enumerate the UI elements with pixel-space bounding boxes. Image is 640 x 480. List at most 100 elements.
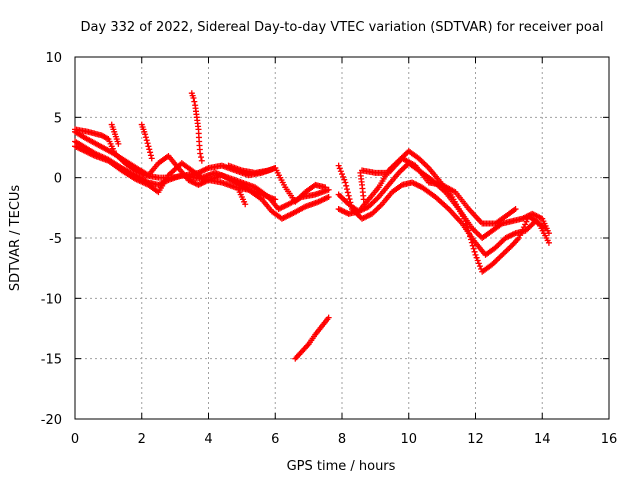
data-point [346,196,353,203]
data-point [474,257,481,264]
data-point [474,230,481,237]
data-point [325,193,332,200]
data-point [142,131,149,138]
data-point [503,247,510,254]
data-point [473,254,480,261]
data-point [494,256,501,263]
x-axis-label: GPS time / hours [287,459,396,474]
data-point [519,226,526,233]
data-point [344,189,351,196]
data-point [242,201,249,208]
data-point [322,184,329,191]
y-axis-label: SDTVAR / TECUs [8,185,23,292]
data-point [191,98,198,105]
data-point [369,199,376,206]
data-point [424,163,431,170]
series-track-f [335,162,549,258]
series-spike-1 [108,121,122,147]
series-spike-4 [235,186,249,208]
data-point [518,229,525,236]
data-point [517,232,524,239]
data-point [497,253,504,260]
x-tick-label: 10 [400,432,417,447]
data-point [338,194,345,201]
data-point [462,218,469,225]
data-point [467,233,474,240]
chart-title: Day 332 of 2022, Sidereal Day-to-day VTE… [81,20,604,35]
data-point [545,239,552,246]
data-point [463,221,470,228]
data-point [525,225,532,232]
data-point [422,162,429,169]
data-point [507,243,514,250]
series-track-d [72,143,332,213]
data-point [492,258,499,265]
data-point [400,165,407,172]
x-tick-label: 12 [467,432,484,447]
data-point [418,158,425,165]
data-point [496,240,503,247]
data-point [339,171,345,178]
data-point [472,228,479,235]
data-point [146,146,153,153]
data-point [360,196,367,203]
series-spike-5 [357,169,367,203]
data-point [545,230,552,237]
data-point [464,224,471,231]
x-tick-label: 0 [71,432,79,447]
data-point [335,191,342,198]
data-point [373,206,380,213]
data-point [345,192,352,199]
y-tick-label: 10 [45,51,62,66]
data-series [72,90,552,362]
data-point [376,203,383,210]
x-tick-label: 4 [204,432,212,447]
data-point [469,242,476,249]
data-point [421,160,428,167]
x-axis: 0 2 4 6 8 10 12 14 16 [71,57,617,447]
y-tick-label: -15 [41,353,62,368]
data-point [335,162,342,169]
data-point [499,237,506,244]
data-point [511,207,518,214]
data-point [493,257,500,264]
data-point [142,134,149,141]
data-point [502,249,509,256]
data-point [337,168,344,175]
data-point [466,230,473,237]
data-point [374,195,381,202]
data-point [468,239,475,246]
x-tick-label: 2 [138,432,146,447]
data-point [144,140,151,147]
data-point [470,245,477,252]
data-point [499,251,506,258]
series-track-e [225,162,329,205]
data-point [520,224,527,231]
x-tick-label: 14 [534,432,551,447]
data-point [198,157,205,164]
y-tick-label: 0 [54,172,62,187]
data-point [371,208,378,215]
data-point [515,235,522,241]
data-point [476,263,483,270]
data-point [368,200,375,207]
data-point [145,143,152,150]
data-point [504,246,511,253]
series-spike-2 [138,121,155,162]
series-track-h [335,148,552,275]
data-point [523,218,530,225]
data-point [512,206,519,213]
data-point [340,173,347,180]
y-tick-label: -5 [49,232,62,247]
series-track-c [72,128,332,222]
data-point [374,205,381,212]
data-point [197,150,204,157]
data-point [344,186,351,193]
data-point [147,149,154,156]
data-point [420,159,427,166]
data-point [496,254,503,261]
data-point [377,202,384,209]
data-point [342,179,349,186]
data-point [500,250,507,257]
series-spike-3 [188,90,205,164]
